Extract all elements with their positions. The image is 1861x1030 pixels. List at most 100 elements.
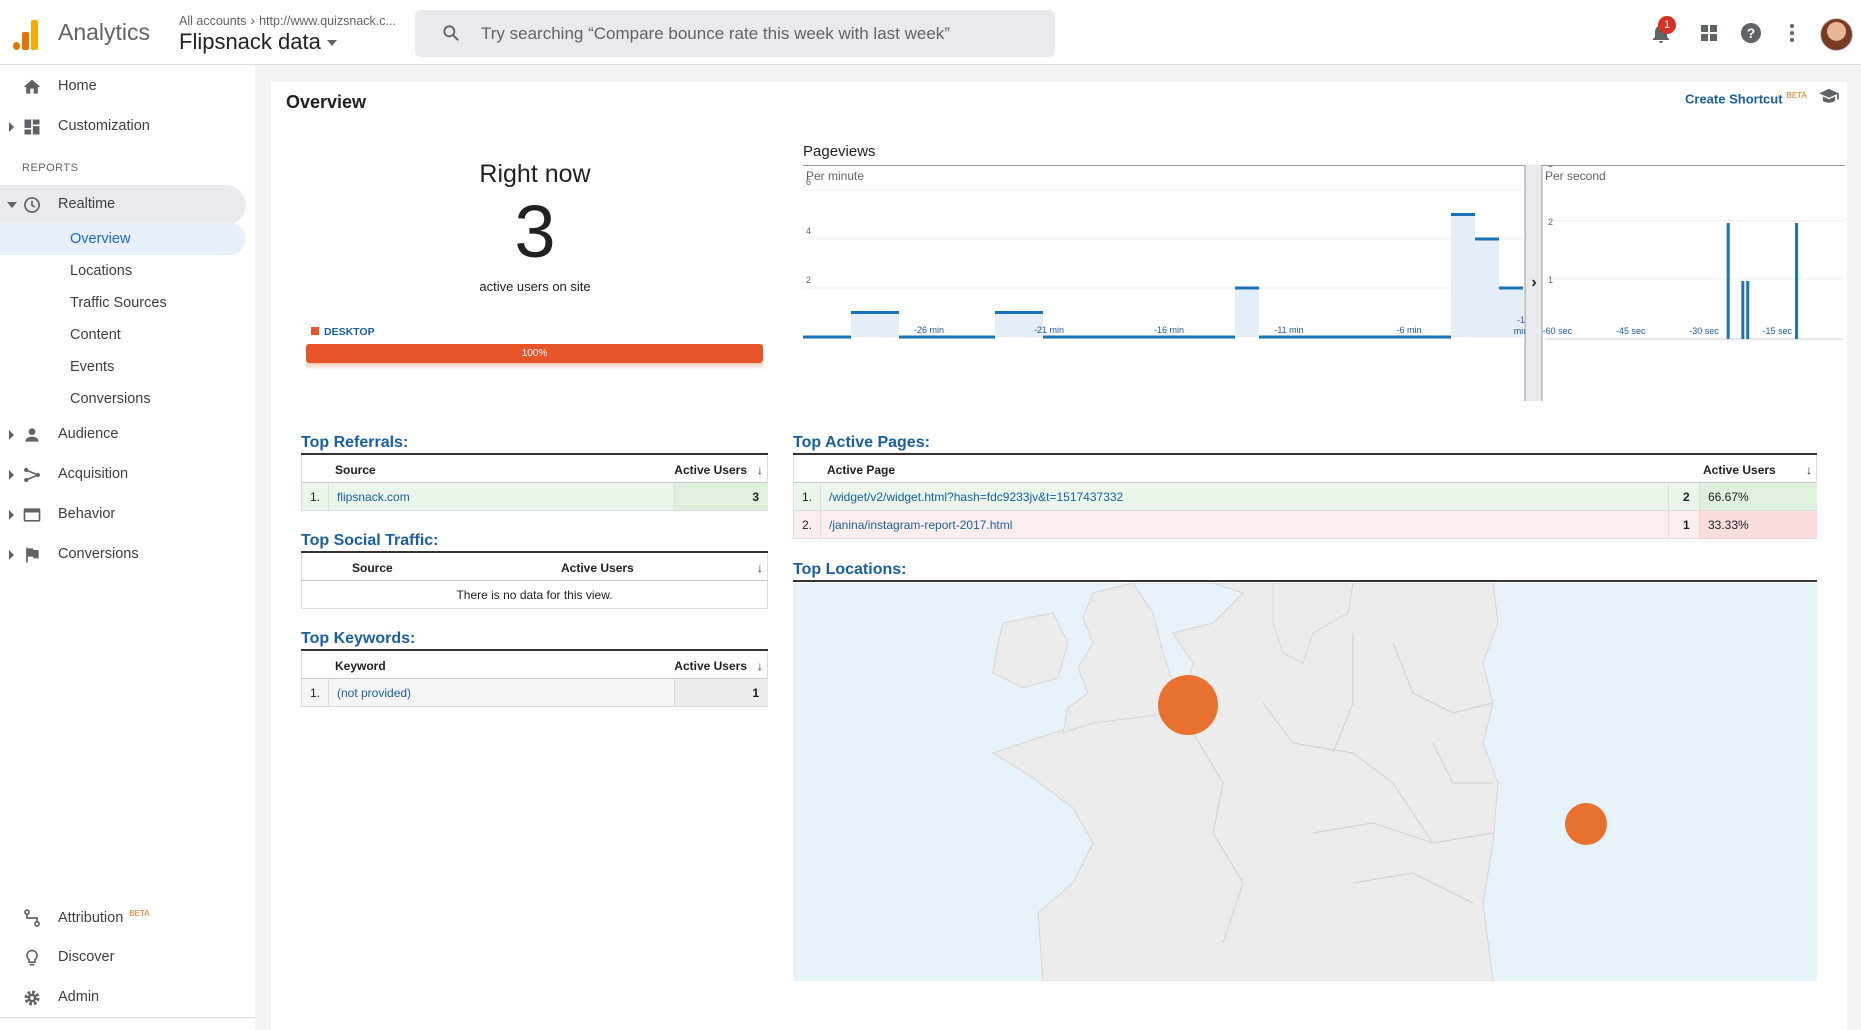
sidebar-item-discover[interactable]: Discover <box>0 938 246 978</box>
chevron-right-icon[interactable]: › <box>1531 274 1536 291</box>
property-selector[interactable]: Flipsnack data <box>179 29 337 55</box>
keyword-link[interactable]: (not provided) <box>337 686 412 700</box>
sidebar-item-content[interactable]: Content <box>0 319 246 351</box>
create-shortcut-label: Create Shortcut <box>1685 91 1783 107</box>
col-active-page[interactable]: Active Page <box>827 463 896 477</box>
chevron-down-icon[interactable] <box>7 202 17 208</box>
per-minute-chart: 2 4 6 -26 min -21 min -16 min -11 min -6 min -1m… <box>803 177 1528 339</box>
continent-landmass <box>991 583 1499 981</box>
graduation-cap-icon[interactable] <box>1818 88 1840 104</box>
page-link[interactable]: /janina/instagram-report-2017.html <box>829 518 1013 532</box>
avatar[interactable] <box>1820 18 1853 51</box>
series-area <box>803 214 1523 337</box>
table-header: Source Active Users ↓ <box>301 553 768 581</box>
breadcrumb-property[interactable]: http://www.quizsnack.c... <box>259 14 396 28</box>
sidebar-item-audience[interactable]: Audience <box>0 415 246 455</box>
cell-divider <box>1699 483 1700 510</box>
chart-expand-strip[interactable] <box>1525 165 1542 401</box>
row-index: 1. <box>310 686 321 700</box>
x-tick-label: -1 <box>1517 315 1525 325</box>
cell-divider <box>1699 511 1700 538</box>
col-active-users[interactable]: Active Users <box>674 463 747 477</box>
app-name[interactable]: Analytics <box>58 19 151 45</box>
row-index: 2. <box>802 518 813 532</box>
lightbulb-icon <box>26 949 38 966</box>
apps-grid-icon[interactable] <box>1697 21 1721 45</box>
sidebar-item-home[interactable]: Home <box>0 67 246 107</box>
sidebar-item-overview[interactable]: Overview <box>0 223 246 255</box>
per-minute-label: Per minute <box>806 169 865 183</box>
behavior-icon <box>23 508 41 522</box>
y-tick-label: 4 <box>806 226 811 236</box>
cell-divider <box>1668 483 1669 510</box>
sidebar-item-attribution[interactable]: Attribution BETA <box>0 898 246 938</box>
location-marker[interactable] <box>1565 803 1607 845</box>
search-icon <box>443 25 459 41</box>
chevron-right-icon[interactable] <box>9 430 14 440</box>
sidebar-label: Content <box>70 327 121 343</box>
sidebar-item-conversions[interactable]: Conversions <box>0 535 246 575</box>
create-shortcut-button[interactable]: Create Shortcut BETA <box>1685 91 1807 106</box>
table-header: Source Active Users ↓ <box>301 455 768 483</box>
sort-arrow-icon[interactable]: ↓ <box>757 561 763 575</box>
sort-arrow-icon[interactable]: ↓ <box>757 659 763 673</box>
x-tick-label: -6 min <box>1396 325 1421 335</box>
search-input[interactable] <box>479 21 1043 47</box>
col-source[interactable]: Source <box>352 561 393 575</box>
device-label: DESKTOP <box>324 326 375 338</box>
chevron-right-icon[interactable] <box>9 550 14 560</box>
sidebar: Home Customization REPORTS Realtime Over… <box>0 65 255 1030</box>
chevron-right-icon[interactable] <box>9 470 14 480</box>
cell-divider <box>328 483 329 510</box>
percent-cell-bg <box>1700 511 1817 538</box>
sidebar-item-behavior[interactable]: Behavior <box>0 495 246 535</box>
sidebar-item-admin[interactable]: Admin <box>0 978 246 1018</box>
search-box[interactable] <box>415 10 1055 57</box>
sidebar-item-customization[interactable]: Customization <box>0 107 246 147</box>
active-users-percent: 33.33% <box>1708 518 1749 532</box>
table-header: Keyword Active Users ↓ <box>301 651 768 679</box>
sidebar-item-acquisition[interactable]: Acquisition <box>0 455 246 495</box>
account-breadcrumb[interactable]: All accounts › http://www.quizsnack.c... <box>179 12 396 28</box>
gear-icon <box>24 990 40 1006</box>
sidebar-item-traffic-sources[interactable]: Traffic Sources <box>0 287 246 319</box>
more-vert-icon[interactable] <box>1780 21 1804 45</box>
per-second-chart: 1 2 3 -60 sec -45 sec -30 sec -15 sec <box>1543 165 1843 340</box>
sidebar-item-realtime[interactable]: Realtime <box>0 185 246 225</box>
location-marker[interactable] <box>1158 675 1218 735</box>
chevron-right-icon: › <box>250 12 256 28</box>
cell-divider <box>674 679 675 706</box>
col-active-users[interactable]: Active Users <box>674 659 747 673</box>
sidebar-item-events[interactable]: Events <box>0 351 246 383</box>
home-icon <box>23 79 41 94</box>
x-tick-label: -45 sec <box>1616 326 1646 336</box>
analytics-logo-icon[interactable] <box>12 18 40 50</box>
sidebar-label: Audience <box>58 426 119 442</box>
col-active-users[interactable]: Active Users <box>1703 463 1776 477</box>
y-tick-label: 3 <box>1548 165 1553 169</box>
device-share-bar: 100% <box>306 344 763 363</box>
locations-rule <box>793 580 1817 582</box>
sidebar-item-realtime-conversions[interactable]: Conversions <box>0 383 246 415</box>
sidebar-item-locations[interactable]: Locations <box>0 255 246 287</box>
europe-map <box>793 583 1817 981</box>
col-source[interactable]: Source <box>335 463 376 477</box>
sidebar-label: Conversions <box>58 546 139 562</box>
sort-arrow-icon[interactable]: ↓ <box>1806 463 1812 477</box>
sort-arrow-icon[interactable]: ↓ <box>757 463 763 477</box>
chevron-right-icon[interactable] <box>9 510 14 520</box>
clock-icon <box>24 197 40 213</box>
col-active-users[interactable]: Active Users <box>561 561 634 575</box>
no-data-message: There is no data for this view. <box>456 588 613 602</box>
sidebar-label: Admin <box>58 989 100 1005</box>
chevron-right-icon[interactable] <box>9 122 14 132</box>
col-keyword[interactable]: Keyword <box>335 659 386 673</box>
acquisition-icon <box>24 467 40 483</box>
empty-row: There is no data for this view. <box>301 581 768 609</box>
beta-badge: BETA <box>129 909 150 918</box>
help-icon[interactable]: ? <box>1739 21 1763 45</box>
breadcrumb-all-accounts[interactable]: All accounts <box>179 14 247 28</box>
page-link[interactable]: /widget/v2/widget.html?hash=fdc9233jv&t=… <box>829 490 1124 504</box>
locations-map[interactable] <box>793 583 1817 981</box>
referral-link[interactable]: flipsnack.com <box>337 490 410 504</box>
